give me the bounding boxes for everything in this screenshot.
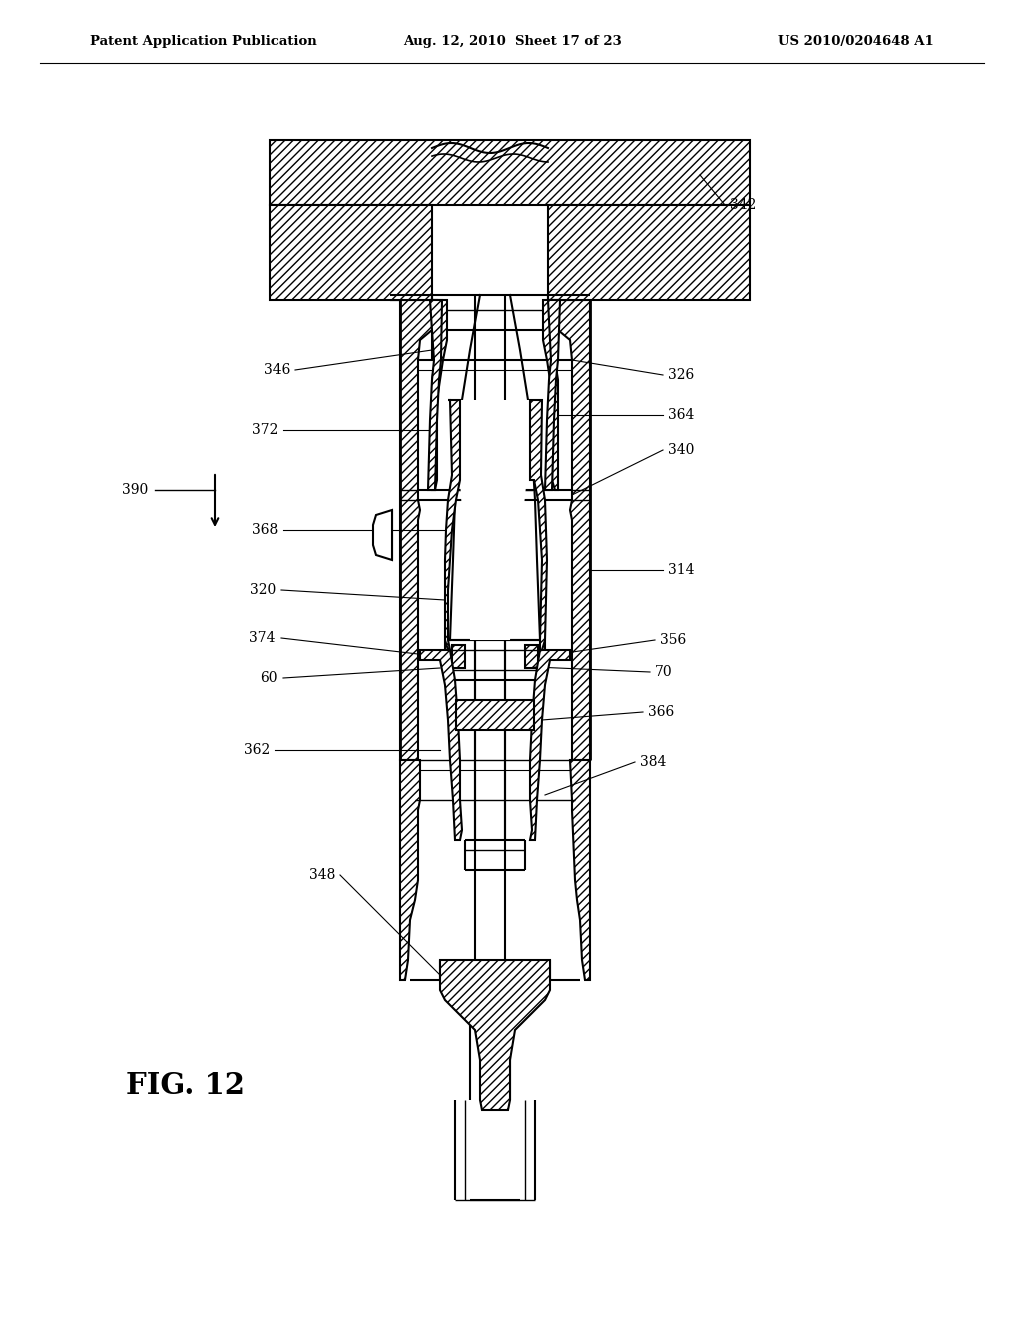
Text: 356: 356: [660, 634, 686, 647]
Text: 368: 368: [252, 523, 278, 537]
Text: Aug. 12, 2010  Sheet 17 of 23: Aug. 12, 2010 Sheet 17 of 23: [402, 36, 622, 48]
Polygon shape: [428, 300, 442, 490]
Polygon shape: [570, 760, 590, 979]
Text: 366: 366: [648, 705, 674, 719]
Polygon shape: [270, 205, 432, 300]
Polygon shape: [440, 960, 550, 1110]
Polygon shape: [445, 400, 460, 649]
Text: 364: 364: [668, 408, 694, 422]
Polygon shape: [400, 760, 420, 979]
Text: Patent Application Publication: Patent Application Publication: [90, 36, 316, 48]
Polygon shape: [530, 649, 570, 840]
Polygon shape: [390, 300, 432, 760]
Text: 372: 372: [252, 422, 278, 437]
Text: 390: 390: [122, 483, 148, 498]
Text: 70: 70: [655, 665, 673, 678]
Polygon shape: [420, 649, 462, 840]
Polygon shape: [430, 300, 447, 490]
Polygon shape: [452, 645, 465, 668]
Text: 342: 342: [730, 198, 757, 213]
Text: 340: 340: [668, 444, 694, 457]
Text: 348: 348: [308, 869, 335, 882]
Polygon shape: [455, 400, 535, 640]
Text: 374: 374: [250, 631, 276, 645]
Polygon shape: [373, 510, 392, 560]
Text: 384: 384: [640, 755, 667, 770]
Polygon shape: [548, 300, 590, 760]
Text: FIG. 12: FIG. 12: [126, 1071, 245, 1100]
Polygon shape: [545, 300, 560, 490]
Polygon shape: [543, 300, 560, 490]
Text: 314: 314: [668, 564, 694, 577]
Text: 362: 362: [244, 743, 270, 756]
Polygon shape: [548, 205, 750, 300]
Polygon shape: [270, 140, 750, 205]
Text: 60: 60: [260, 671, 278, 685]
Text: 320: 320: [250, 583, 276, 597]
Polygon shape: [530, 400, 547, 649]
Polygon shape: [456, 700, 534, 730]
Text: 326: 326: [668, 368, 694, 381]
Polygon shape: [525, 645, 538, 668]
Text: 346: 346: [263, 363, 290, 378]
Text: US 2010/0204648 A1: US 2010/0204648 A1: [778, 36, 934, 48]
